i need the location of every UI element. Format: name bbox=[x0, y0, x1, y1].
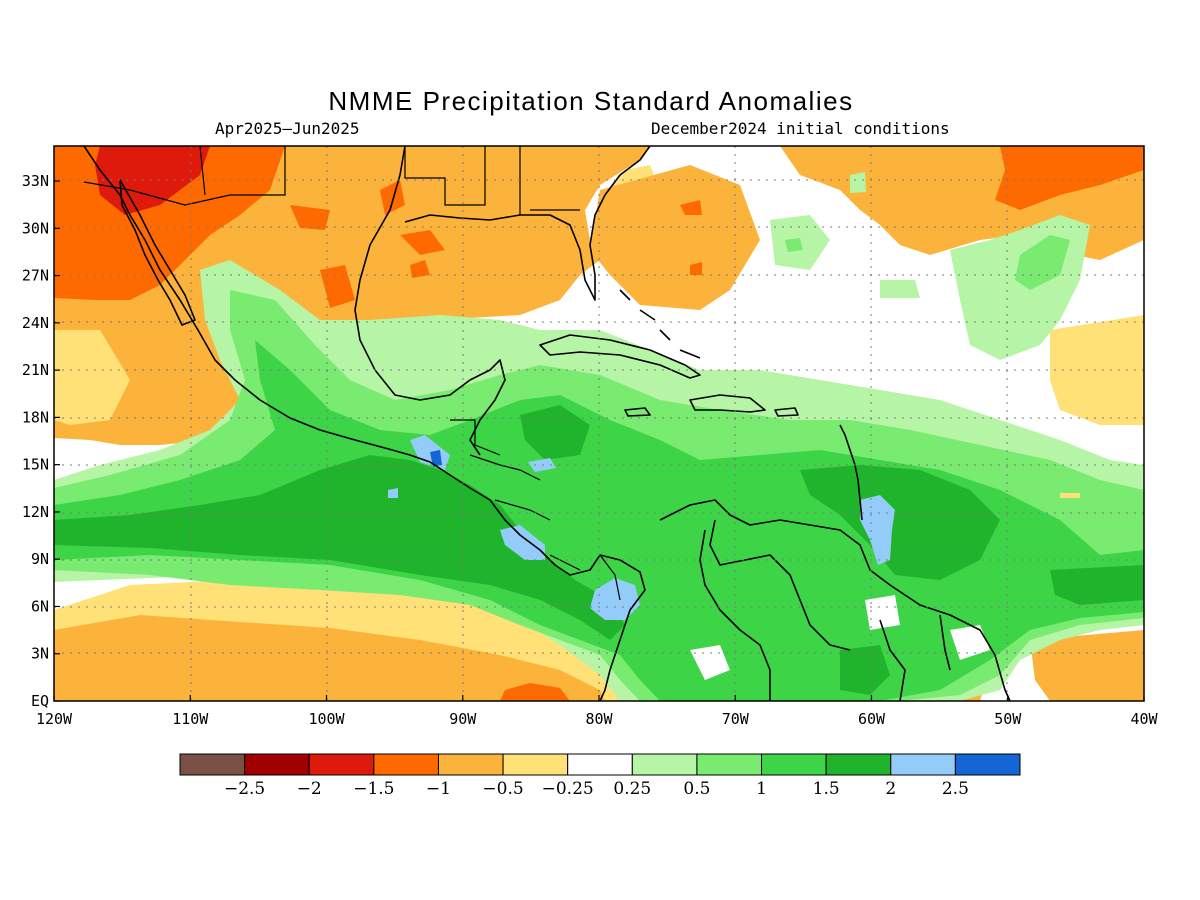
dry-spot-south bbox=[500, 683, 570, 701]
lon-tick-label: 90W bbox=[449, 710, 477, 728]
colorbar-swatch bbox=[567, 753, 633, 776]
lat-tick-label: EQ bbox=[31, 692, 49, 710]
dry-zone-southeast bbox=[930, 630, 1144, 701]
colorbar-label: 0.25 bbox=[613, 779, 651, 799]
colorbar-swatch bbox=[890, 753, 956, 776]
colorbar-swatch bbox=[244, 753, 310, 776]
lon-tick-label: 50W bbox=[994, 710, 1022, 728]
coastlines bbox=[83, 146, 1011, 701]
colorbar-swatch bbox=[954, 753, 1021, 776]
colorbar-label: −0.5 bbox=[482, 779, 523, 799]
colorbar-swatch bbox=[502, 753, 569, 776]
map-subtitle-right: December2024 initial conditions bbox=[651, 119, 950, 138]
latitude-axis: EQ 3N 6N 9N 12N 15N 18N 21N 24N 27N 30N 33N bbox=[22, 172, 60, 710]
dry-spot-gulf bbox=[290, 180, 445, 308]
map-grid bbox=[54, 146, 1144, 701]
lat-tick-label: 18N bbox=[22, 408, 49, 426]
dry-zone-north-strong bbox=[95, 146, 210, 215]
map-title: NMME Precipitation Standard Anomalies bbox=[328, 86, 853, 116]
lon-tick-label: 40W bbox=[1130, 710, 1158, 728]
lat-tick-label: 33N bbox=[22, 172, 49, 190]
lat-tick-label: 30N bbox=[22, 219, 49, 237]
lat-tick-label: 15N bbox=[22, 456, 49, 474]
lat-tick-label: 27N bbox=[22, 267, 49, 285]
map-subtitle-left: Apr2025–Jun2025 bbox=[215, 119, 360, 138]
lat-tick-label: 9N bbox=[31, 550, 49, 568]
wet-zone-strong bbox=[54, 405, 1144, 695]
lon-tick-label: 100W bbox=[308, 710, 345, 728]
lat-tick-label: 21N bbox=[22, 361, 49, 379]
lat-tick-label: 3N bbox=[31, 645, 49, 663]
colorbar-label: −1 bbox=[426, 779, 451, 799]
wet-patches-north bbox=[770, 172, 1090, 360]
lon-tick-label: 70W bbox=[722, 710, 750, 728]
colorbar-swatch bbox=[761, 753, 827, 776]
map-field bbox=[54, 146, 1144, 701]
colorbar-label: 1 bbox=[756, 779, 767, 799]
colorbar-label: 0.5 bbox=[683, 779, 710, 799]
colorbar-label: 2 bbox=[885, 779, 896, 799]
dry-zone-east-slight bbox=[1050, 315, 1144, 425]
colorbar-label: −2.5 bbox=[224, 779, 265, 799]
colorbar-swatch bbox=[437, 753, 504, 776]
colorbar-swatch bbox=[373, 753, 439, 776]
lon-tick-label: 110W bbox=[172, 710, 209, 728]
colorbar-swatch bbox=[179, 753, 246, 776]
colorbar-swatch bbox=[825, 753, 892, 776]
colorbar-swatch bbox=[696, 753, 763, 776]
lat-tick-label: 24N bbox=[22, 314, 49, 332]
colorbar-label: −0.25 bbox=[542, 779, 594, 799]
dry-zone-south-weak bbox=[54, 615, 605, 701]
dry-zone-central-atlantic bbox=[590, 165, 760, 310]
lon-tick-label: 120W bbox=[36, 710, 73, 728]
lon-tick-label: 80W bbox=[585, 710, 613, 728]
colorbar-label: 1.5 bbox=[813, 779, 840, 799]
dry-band-tropics bbox=[1060, 493, 1080, 498]
colorbar-label: −1.5 bbox=[353, 779, 394, 799]
colorbar-label: −2 bbox=[297, 779, 322, 799]
longitude-axis: 120W 110W 100W 90W 80W 70W 60W 50W 40W bbox=[36, 695, 1159, 728]
wet-zone-extreme bbox=[430, 450, 442, 467]
colorbar-label: 2.5 bbox=[942, 779, 969, 799]
dry-zone-atlantic-mod bbox=[995, 146, 1144, 210]
lon-tick-label: 60W bbox=[858, 710, 886, 728]
colorbar-swatch bbox=[308, 753, 375, 776]
dry-zone-north-slight bbox=[54, 165, 660, 425]
white-gaps bbox=[690, 595, 990, 680]
country-borders bbox=[83, 146, 621, 601]
lat-tick-label: 6N bbox=[31, 597, 49, 615]
colorbar: −2.5 −2 −1.5 −1 −0.5 −0.25 0.25 0.5 1 1.5 2 2.5 bbox=[179, 753, 1021, 799]
dry-spot-atlantic bbox=[680, 200, 702, 275]
lat-tick-label: 12N bbox=[22, 503, 49, 521]
colorbar-swatch bbox=[631, 753, 698, 776]
